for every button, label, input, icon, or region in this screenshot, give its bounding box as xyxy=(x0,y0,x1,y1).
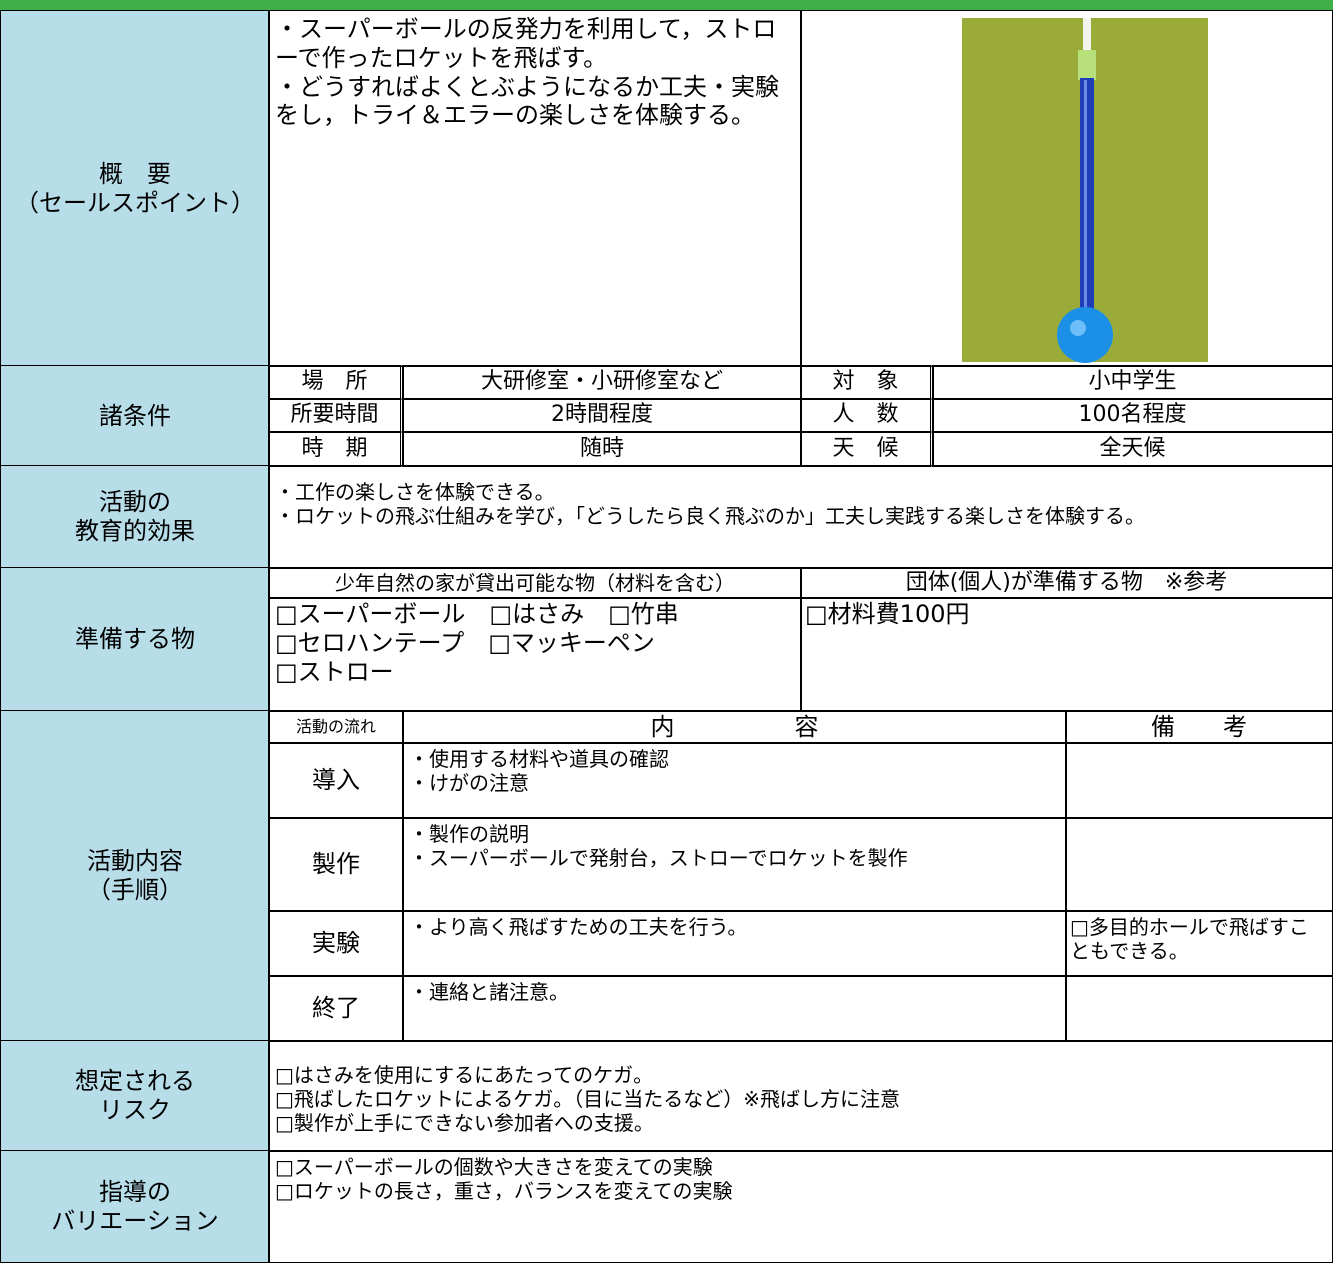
risks-text: □はさみを使用にするにあたってのケガ。 □飛ばしたロケットによるケガ。（目に当た… xyxy=(268,1040,1333,1152)
materials-items: □材料費100円 xyxy=(800,597,1333,712)
section-label: 想定される リスク xyxy=(0,1040,270,1152)
activity-note xyxy=(1065,742,1333,819)
activity-content: ・製作の説明 ・スーパーボールで発射台，ストローでロケットを製作 xyxy=(402,817,1067,912)
condition-cell: 2時間程度 xyxy=(402,398,802,433)
condition-cell: 天 候 xyxy=(800,431,934,467)
condition-cell: 随時 xyxy=(402,431,802,467)
activities-header: 内 容 xyxy=(402,710,1067,744)
condition-cell: 時 期 xyxy=(268,431,404,467)
condition-cell: 人 数 xyxy=(800,398,934,433)
activity-note xyxy=(1065,817,1333,912)
condition-cell: 対 象 xyxy=(800,365,934,400)
materials-items: □スーパーボール □はさみ □竹串 □セロハンテープ □マッキーペン □ストロー xyxy=(268,597,802,712)
section-label: 活動の 教育的効果 xyxy=(0,465,270,569)
section-label: 概 要 （セールスポイント） xyxy=(0,10,270,367)
activity-step: 終了 xyxy=(268,975,404,1042)
section-label: 諸条件 xyxy=(0,365,270,467)
top-bar xyxy=(0,0,1333,10)
variations-text: □スーパーボールの個数や大きさを変えての実験 □ロケットの長さ，重さ，バランスを… xyxy=(268,1150,1333,1263)
section-label: 準備する物 xyxy=(0,567,270,712)
materials-header: 団体(個人)が準備する物 ※参考 xyxy=(800,567,1333,599)
effects-text: ・工作の楽しさを体験できる。 ・ロケットの飛ぶ仕組みを学び，「どうしたら良く飛ぶ… xyxy=(268,465,1333,569)
condition-cell: 場 所 xyxy=(268,365,404,400)
activity-content: ・より高く飛ばすための工夫を行う。 xyxy=(402,910,1067,977)
activities-header: 活動の流れ xyxy=(268,710,404,744)
condition-cell: 小中学生 xyxy=(932,365,1333,400)
activity-content: ・使用する材料や道具の確認 ・けがの注意 xyxy=(402,742,1067,819)
activity-note xyxy=(1065,975,1333,1042)
activity-note: □多目的ホールで飛ばすこともできる。 xyxy=(1065,910,1333,977)
condition-cell: 所要時間 xyxy=(268,398,404,433)
section-label: 指導の バリエーション xyxy=(0,1150,270,1263)
overview-text: ・スーパーボールの反発力を利用して，ストローで作ったロケットを飛ばす。 ・どうす… xyxy=(268,10,802,367)
materials-header: 少年自然の家が貸出可能な物（材料を含む） xyxy=(268,567,802,599)
section-label: 活動内容 （手順） xyxy=(0,710,270,1042)
condition-cell: 100名程度 xyxy=(932,398,1333,433)
activity-content: ・連絡と諸注意。 xyxy=(402,975,1067,1042)
activities-header: 備 考 xyxy=(1065,710,1333,744)
activity-step: 導入 xyxy=(268,742,404,819)
condition-cell: 全天候 xyxy=(932,431,1333,467)
activity-step: 製作 xyxy=(268,817,404,912)
activity-step: 実験 xyxy=(268,910,404,977)
photo-cell xyxy=(800,10,1333,367)
condition-cell: 大研修室・小研修室など xyxy=(402,365,802,400)
